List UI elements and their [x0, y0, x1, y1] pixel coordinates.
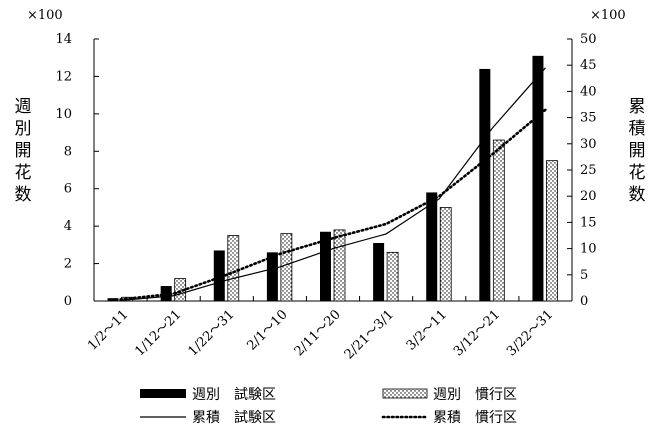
left-tick-label: 8	[64, 144, 72, 159]
x-tick-label: 2/11～20	[292, 307, 344, 359]
bar-conventional	[227, 235, 240, 302]
right-tick-label: 30	[580, 137, 597, 152]
axis-label-char: 累	[629, 97, 646, 117]
left-tick-label: 12	[55, 69, 72, 84]
right-tick-label: 50	[580, 32, 597, 47]
bar-conventional	[546, 160, 558, 302]
legend-swatch-trial-bar	[140, 389, 186, 398]
bar-trial	[107, 298, 119, 301]
bar-conventional	[386, 251, 399, 302]
bar-conventional	[333, 229, 346, 302]
right-tick-label: 15	[580, 215, 597, 230]
bar-trial	[373, 242, 385, 301]
legend-label-trial-bar: 週別 試験区	[192, 387, 276, 403]
axis-label-char: 開	[629, 141, 646, 161]
axis-label-char: 花	[15, 163, 32, 183]
axis-label-char: 積	[629, 119, 646, 139]
right-tick-label: 20	[580, 189, 597, 204]
bar-conventional	[174, 278, 187, 302]
bar-trial	[266, 252, 278, 301]
axis-label-char: 開	[15, 141, 32, 161]
bar-conventional	[280, 233, 293, 302]
left-tick-label: 6	[64, 182, 72, 197]
x-tick-label: 3/2～11	[404, 307, 450, 353]
bar-trial	[213, 250, 225, 301]
line-cumulative-trial	[120, 67, 546, 302]
axis-label-char: 別	[15, 119, 32, 139]
line-cumulative-conventional	[119, 108, 547, 301]
bar-conventional	[492, 139, 505, 302]
x-tick-label: 1/2～11	[85, 307, 131, 353]
x-tick-label: 2/21～3/1	[342, 307, 397, 362]
right-tick-label: 25	[580, 163, 597, 178]
right-tick-label: 35	[580, 111, 597, 126]
legend-swatch-conventional-bar	[382, 388, 428, 399]
legend-label-conventional-bar: 週別 慣行区	[433, 386, 517, 403]
right-tick-label: 5	[580, 268, 588, 283]
axis-label-char: 週	[15, 97, 32, 117]
left-tick-label: 0	[64, 294, 72, 309]
right-axis-multiplier: ×100	[590, 8, 626, 23]
legend-label-trial-line: 累積 試験区	[192, 410, 276, 426]
x-tick-label: 2/1～10	[244, 307, 290, 353]
right-tick-label: 45	[580, 58, 597, 73]
right-tick-label: 40	[580, 84, 597, 99]
left-tick-label: 10	[55, 107, 72, 122]
bar-conventional	[439, 207, 452, 302]
x-tick-label: 3/22～31	[504, 307, 556, 359]
left-tick-label: 4	[64, 219, 72, 234]
x-tick-label: 1/22～31	[185, 307, 237, 359]
left-tick-label: 14	[55, 32, 72, 47]
axis-label-char: 数	[15, 185, 32, 205]
left-tick-label: 2	[64, 257, 72, 272]
bar-trial	[320, 231, 331, 301]
legend-label-conventional-line: 累積 慣行区	[433, 409, 517, 426]
right-tick-label: 0	[580, 294, 588, 309]
axis-label-char: 花	[629, 163, 646, 183]
x-tick-label: 3/12～21	[451, 307, 503, 359]
bar-trial	[479, 68, 491, 301]
bar-trial	[426, 192, 438, 301]
left-axis-multiplier: ×100	[27, 8, 63, 23]
right-tick-label: 10	[580, 242, 597, 257]
bar-trial	[532, 55, 544, 301]
axis-label-char: 数	[629, 185, 646, 205]
x-tick-label: 1/12～21	[132, 307, 184, 359]
